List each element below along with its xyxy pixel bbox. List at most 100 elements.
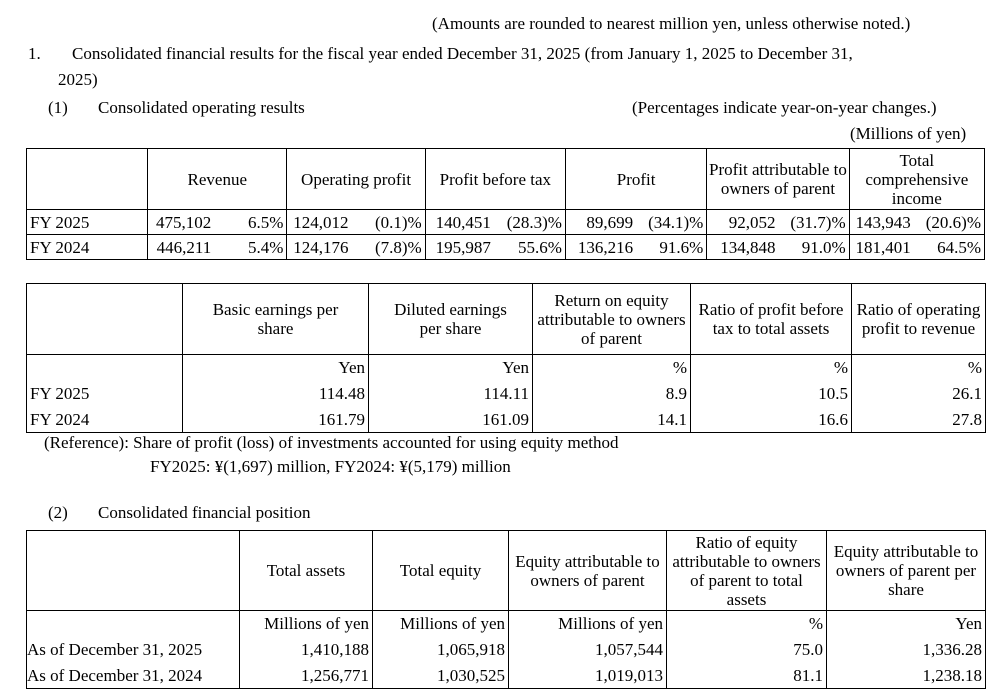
cell-value: 1,057,544: [508, 636, 667, 663]
cell-change: (31.7)%: [778, 209, 850, 235]
cell-change: (28.3)%: [493, 209, 566, 235]
unit-blank: [26, 354, 183, 381]
unit-label: Yen: [368, 354, 533, 381]
cell-change: 55.6%: [493, 234, 566, 260]
cell-value: 143,943: [848, 209, 914, 235]
header-blank: [26, 530, 240, 611]
cell-change: 91.0%: [778, 234, 850, 260]
table-row: FY 2025 475,102 6.5% 124,012 (0.1)% 140,…: [25, 209, 985, 235]
cell-value: 14.1: [532, 406, 691, 433]
cell-value: 1,019,013: [508, 662, 667, 689]
col-header: Profit attributable to owners of parent: [706, 148, 850, 210]
cell-value: 1,336.28: [826, 636, 986, 663]
cell-value: 124,176: [286, 234, 352, 260]
cell-change: (20.6)%: [913, 209, 985, 235]
rounding-note: (Amounts are rounded to nearest million …: [432, 14, 911, 33]
unit-label: Yen: [826, 610, 986, 637]
cell-value: 114.48: [182, 380, 369, 407]
unit-label: Millions of yen: [508, 610, 667, 637]
col-header: Profit before tax: [424, 148, 566, 210]
col-header: Equity attributable to owners of parent …: [826, 530, 986, 611]
cell-value: 1,410,188: [239, 636, 373, 663]
reference-values: FY2025: ¥(1,697) million, FY2024: ¥(5,17…: [150, 457, 511, 476]
cell-value: 161.79: [182, 406, 369, 433]
cell-value: 1,030,525: [372, 662, 509, 689]
table-header-row: Revenue Operating profit Profit before t…: [25, 148, 986, 210]
col-header: Diluted earnings per share: [368, 283, 533, 355]
row-label: FY 2025: [25, 209, 149, 235]
row-label: FY 2025: [26, 380, 183, 407]
header-blank: [26, 283, 183, 355]
cell-change: (0.1)%: [351, 209, 426, 235]
cell-value: 446,211: [147, 234, 215, 260]
cell-value: 1,238.18: [826, 662, 986, 689]
header-blank: [25, 148, 149, 210]
row-label: As of December 31, 2025: [26, 636, 240, 663]
table-row: FY 2025 114.48 114.11 8.9 10.5 26.1: [26, 380, 986, 407]
unit-label: %: [851, 354, 986, 381]
cell-value: 26.1: [851, 380, 986, 407]
cell-value: 136,216: [564, 234, 637, 260]
unit-label: %: [666, 610, 827, 637]
subsection-number: (1): [48, 98, 68, 117]
operating-results-table: Revenue Operating profit Profit before t…: [25, 148, 986, 260]
table-row: FY 2024 446,211 5.4% 124,176 (7.8)% 195,…: [25, 234, 985, 260]
col-header: Equity attributable to owners of parent: [508, 530, 667, 611]
row-label: FY 2024: [26, 406, 183, 433]
subsection-title: Consolidated financial position: [98, 503, 311, 522]
percentage-note: (Percentages indicate year-on-year chang…: [632, 98, 937, 117]
unit-blank: [26, 610, 240, 637]
cell-value: 75.0: [666, 636, 827, 663]
cell-value: 1,065,918: [372, 636, 509, 663]
cell-change: (7.8)%: [351, 234, 426, 260]
unit-note: (Millions of yen): [850, 124, 967, 143]
table-row: As of December 31, 2025 1,410,188 1,065,…: [26, 636, 986, 663]
financial-position-table: Total assets Total equity Equity attribu…: [26, 530, 986, 689]
cell-value: 92,052: [706, 209, 779, 235]
cell-change: (34.1)%: [636, 209, 708, 235]
cell-change: 64.5%: [913, 234, 985, 260]
cell-value: 161.09: [368, 406, 533, 433]
cell-value: 27.8: [851, 406, 986, 433]
col-header: Ratio of operating profit to revenue: [851, 283, 986, 355]
cell-change: 6.5%: [214, 209, 288, 235]
cell-value: 124,012: [286, 209, 352, 235]
unit-row: Millions of yen Millions of yen Millions…: [26, 610, 986, 637]
table-header-row: Basic earnings per share Diluted earning…: [26, 283, 986, 355]
col-header: Ratio of profit before tax to total asse…: [690, 283, 852, 355]
col-header: Total equity: [372, 530, 509, 611]
cell-value: 140,451: [424, 209, 494, 235]
col-header: Total assets: [239, 530, 373, 611]
unit-label: Millions of yen: [239, 610, 373, 637]
section-number: 1.: [28, 44, 41, 63]
cell-value: 81.1: [666, 662, 827, 689]
cell-value: 195,987: [424, 234, 494, 260]
subsection-number: (2): [48, 503, 68, 522]
unit-label: %: [532, 354, 691, 381]
row-label: FY 2024: [25, 234, 149, 260]
col-header: Profit: [564, 148, 708, 210]
col-header: Total comprehensive income: [848, 148, 986, 210]
col-header: Operating profit: [286, 148, 426, 210]
unit-row: Yen Yen % % %: [26, 354, 986, 381]
unit-label: %: [690, 354, 852, 381]
cell-value: 16.6: [690, 406, 852, 433]
col-header: Return on equity attributable to owners …: [532, 283, 691, 355]
table-header-row: Total assets Total equity Equity attribu…: [26, 530, 986, 611]
section-title: Consolidated financial results for the f…: [72, 44, 853, 63]
col-header: Revenue: [147, 148, 288, 210]
col-header: Basic earnings per share: [182, 283, 369, 355]
unit-label: Millions of yen: [372, 610, 509, 637]
cell-value: 134,848: [706, 234, 779, 260]
unit-label: Yen: [182, 354, 369, 381]
reference-note: (Reference): Share of profit (loss) of i…: [44, 433, 619, 452]
subsection-title: Consolidated operating results: [98, 98, 305, 117]
ratios-table: Basic earnings per share Diluted earning…: [26, 283, 986, 433]
section-title-cont: 2025): [58, 70, 98, 89]
cell-value: 181,401: [848, 234, 914, 260]
cell-value: 1,256,771: [239, 662, 373, 689]
cell-change: 91.6%: [636, 234, 708, 260]
table-row: FY 2024 161.79 161.09 14.1 16.6 27.8: [26, 406, 986, 433]
cell-change: 5.4%: [214, 234, 288, 260]
cell-value: 10.5: [690, 380, 852, 407]
